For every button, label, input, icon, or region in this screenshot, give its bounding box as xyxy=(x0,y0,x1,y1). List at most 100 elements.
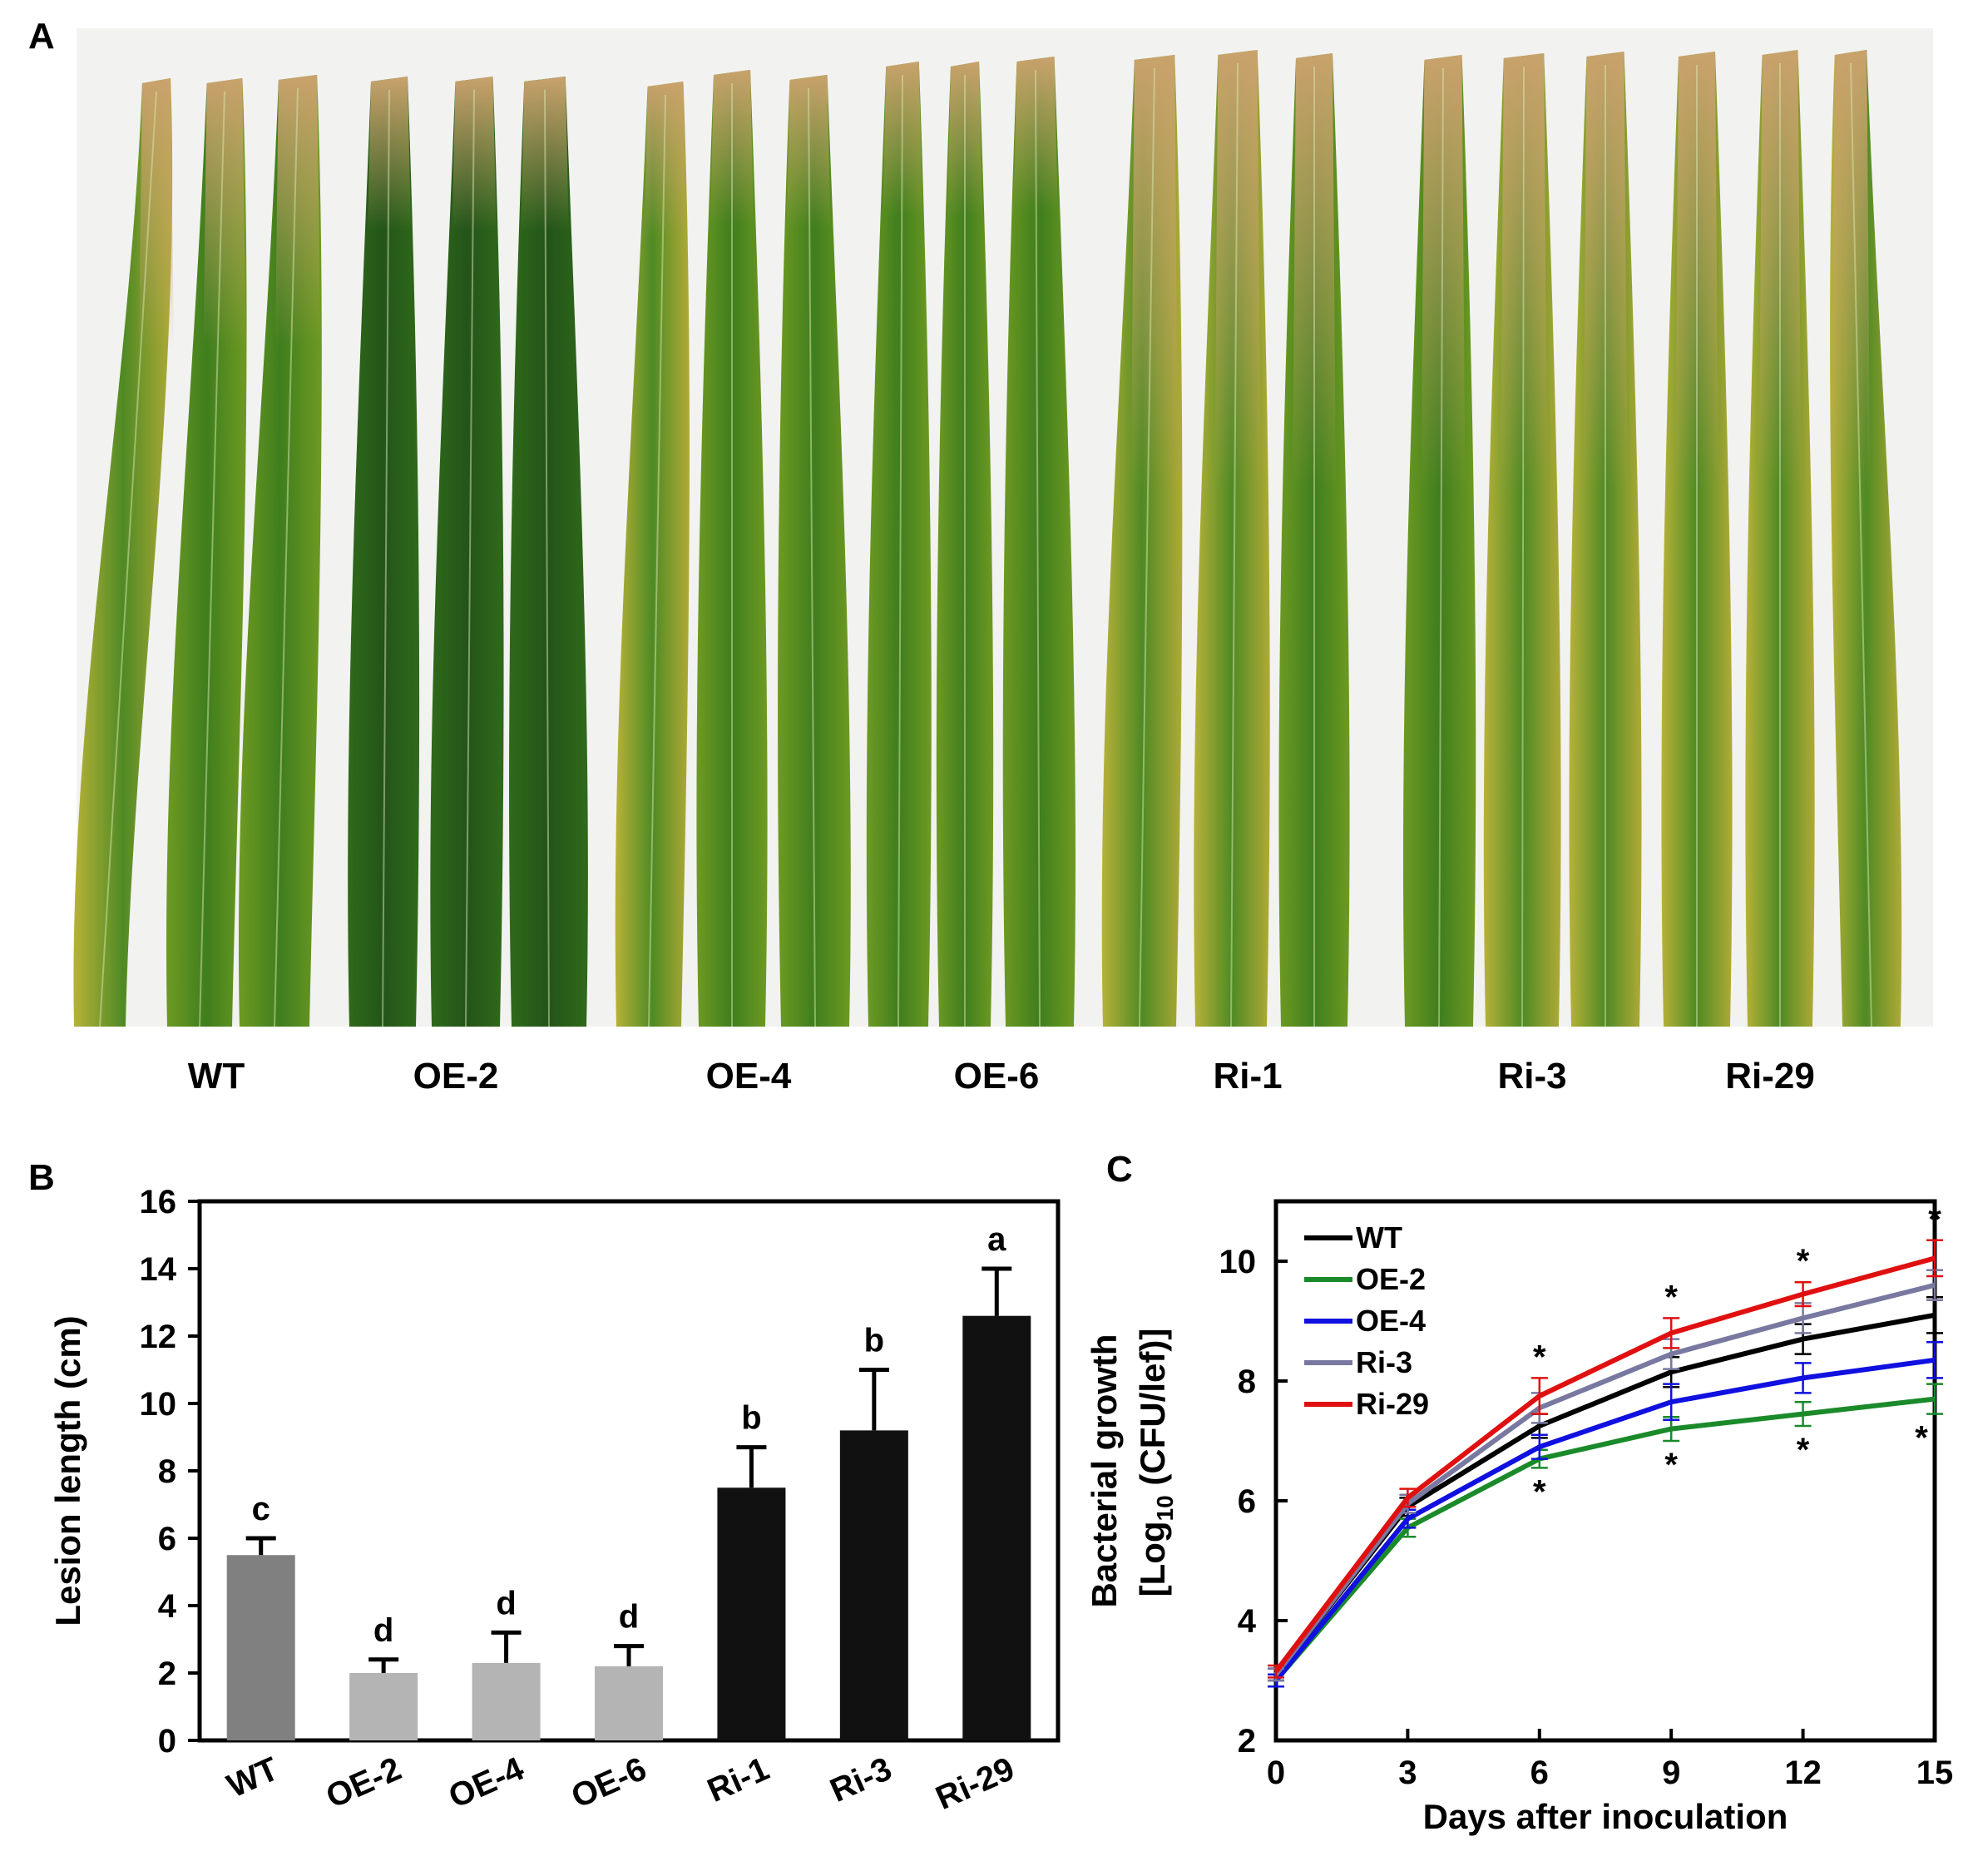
leaf xyxy=(778,75,851,1027)
y-tick-label: 4 xyxy=(158,1588,177,1625)
leaf xyxy=(1002,57,1076,1027)
x-tick-label: 9 xyxy=(1662,1755,1680,1791)
x-tick-label: Ri-29 xyxy=(931,1750,1020,1817)
y-axis-title-line2: [Log10 (CFU/lef)] xyxy=(1133,1329,1178,1597)
y-tick-label: 4 xyxy=(1238,1603,1257,1640)
leaf-midrib xyxy=(1035,69,1041,1027)
leaf-midrib xyxy=(1139,67,1155,1027)
x-tick-label: OE-4 xyxy=(443,1750,530,1815)
photo-label-ri3: Ri-3 xyxy=(1497,1056,1566,1096)
leaf-midrib xyxy=(648,94,666,1027)
significance-star: * xyxy=(1797,1243,1810,1280)
leaf-midrib xyxy=(382,89,390,1027)
significance-letter: b xyxy=(864,1323,884,1359)
x-tick-label: 3 xyxy=(1398,1755,1417,1791)
leaf-lesion xyxy=(644,82,687,236)
x-tick-label: Ri-1 xyxy=(702,1750,774,1809)
panel-b-letter: B xyxy=(28,1157,55,1198)
leaf-midrib xyxy=(1230,62,1239,1027)
x-tick-label: 12 xyxy=(1784,1755,1822,1791)
series-line xyxy=(1273,1396,1936,1682)
leaf-lesion xyxy=(1831,50,1871,488)
photo-labels: WT OE-2 OE-4 OE-6 Ri-1 Ri-3 Ri-29 xyxy=(188,1056,1815,1096)
leaf-midrib xyxy=(544,89,550,1027)
significance-star: * xyxy=(1797,1432,1810,1468)
y-tick-label: 10 xyxy=(140,1386,177,1423)
photo-label-ri29: Ri-29 xyxy=(1725,1056,1815,1096)
panel-a-letter: A xyxy=(28,16,55,57)
series-line xyxy=(1273,1357,1936,1682)
lesion-length-chart: 0 2 4 6 8 10 12 14 16 Lesion length (cm) c WT d OE-2 d… xyxy=(48,1184,1061,1817)
leaf-photo xyxy=(73,28,1933,1027)
y-axis-title-prefix: [Log xyxy=(1133,1521,1172,1596)
panel-c-letter: C xyxy=(1106,1149,1133,1190)
series-line xyxy=(1273,1282,1936,1676)
y-tick-label: 6 xyxy=(1238,1483,1256,1520)
bar xyxy=(717,1487,786,1740)
leaf-lesion xyxy=(1421,55,1466,493)
bar xyxy=(226,1555,295,1740)
significance-letter: b xyxy=(741,1400,761,1437)
photo-label-oe4: OE-4 xyxy=(706,1056,792,1096)
y-tick-label: 10 xyxy=(1219,1244,1257,1280)
legend-label: Ri-29 xyxy=(1356,1387,1429,1421)
leaf-midrib xyxy=(199,91,225,1027)
significance-letter: a xyxy=(987,1221,1006,1258)
legend-label: OE-4 xyxy=(1356,1304,1426,1338)
photo-label-oe2: OE-2 xyxy=(413,1056,499,1096)
leaf-midrib xyxy=(465,89,475,1027)
significance-star: * xyxy=(1664,1447,1678,1483)
x-tick-label: 6 xyxy=(1530,1755,1549,1791)
leaf-midrib xyxy=(99,91,157,1027)
leaf-lesion xyxy=(274,75,321,346)
leaf-lesion xyxy=(1214,50,1261,488)
series-line xyxy=(1273,1255,1936,1674)
significance-star: * xyxy=(1533,1339,1546,1375)
leaf-lesion xyxy=(1130,55,1179,493)
bacterial-growth-chart: 2 4 6 8 10 0 3 6 9 12 15 Days after inoculation Bact… xyxy=(1085,1199,1953,1836)
significance-letter: d xyxy=(619,1599,639,1636)
significance-letter: d xyxy=(496,1585,516,1621)
leaf xyxy=(615,82,690,1027)
leaf-midrib xyxy=(1521,66,1525,1027)
plot-frame xyxy=(1273,1199,1937,1743)
y-axis-title-suffix: (CFU/lef)] xyxy=(1133,1329,1172,1496)
significance-star: * xyxy=(1533,1473,1546,1510)
legend-label: OE-2 xyxy=(1356,1262,1426,1296)
photo-label-oe6: OE-6 xyxy=(954,1056,1040,1096)
leaf-midrib xyxy=(274,87,299,1027)
y-axis-title-line1: Bacterial growth xyxy=(1085,1334,1124,1607)
leaf xyxy=(430,77,504,1027)
x-axis-title: Days after inoculation xyxy=(1423,1797,1788,1836)
y-tick-label: 16 xyxy=(140,1184,177,1220)
photo-label-ri1: Ri-1 xyxy=(1213,1056,1282,1096)
bar xyxy=(839,1430,908,1740)
bar xyxy=(472,1662,541,1740)
bar xyxy=(962,1315,1031,1740)
legend-label: Ri-3 xyxy=(1356,1345,1412,1379)
bar xyxy=(595,1666,663,1740)
leaf-midrib xyxy=(1850,62,1872,1027)
significance-letter: d xyxy=(373,1612,393,1649)
significance-star: * xyxy=(1928,1201,1941,1238)
x-tick-label: OE-6 xyxy=(566,1750,651,1815)
legend: WT OE-2 OE-4 Ri-3 Ri-29 xyxy=(1304,1220,1429,1421)
leaf xyxy=(348,77,420,1027)
y-tick-label: 0 xyxy=(158,1723,176,1760)
y-axis-title-subscript: 10 xyxy=(1152,1495,1178,1521)
y-axis-title: Lesion length (cm) xyxy=(48,1315,87,1626)
y-tick-label: 12 xyxy=(140,1319,177,1355)
leaf-lesion xyxy=(138,78,175,349)
x-tick-label: WT xyxy=(222,1750,284,1804)
x-tick-label: OE-2 xyxy=(321,1750,407,1815)
y-tick-label: 2 xyxy=(158,1656,176,1692)
photo-label-wt: WT xyxy=(188,1056,245,1096)
significance-star: * xyxy=(1664,1279,1678,1315)
leaf-midrib xyxy=(897,74,903,1027)
x-tick-label: Ri-3 xyxy=(825,1750,897,1809)
legend-label: WT xyxy=(1356,1220,1402,1255)
y-tick-label: 6 xyxy=(158,1521,176,1557)
leaf xyxy=(509,77,588,1027)
leaf-lesion xyxy=(203,78,246,349)
